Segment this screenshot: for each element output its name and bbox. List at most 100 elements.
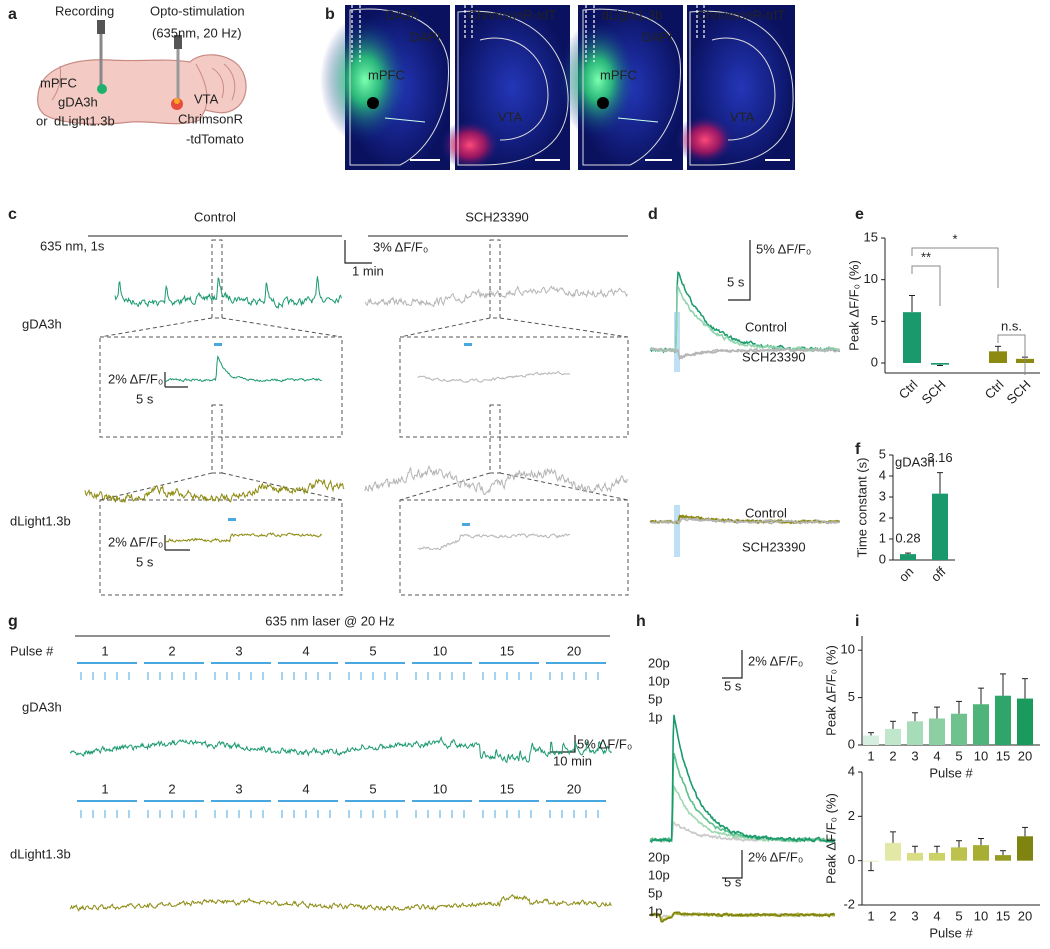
panel-label: i	[855, 613, 859, 630]
trace	[649, 517, 840, 525]
label: gDA3h	[58, 94, 98, 109]
label: 2	[168, 781, 175, 796]
y-tick-label: 2	[848, 808, 855, 823]
panel-label: f	[855, 441, 861, 458]
x-tick-label: 3	[911, 748, 918, 763]
label: 1p	[648, 709, 662, 724]
label: 20p	[648, 849, 670, 864]
label: SCH23390	[742, 539, 806, 554]
traces	[69, 271, 841, 923]
bar	[1017, 836, 1033, 861]
significance-bracket	[911, 265, 941, 306]
trace	[364, 465, 628, 495]
bar	[951, 847, 967, 861]
panel-label: g	[8, 613, 18, 630]
label: 10	[433, 781, 447, 796]
trace	[649, 284, 840, 355]
x-tick-label: 1	[867, 908, 874, 923]
label: 10 min	[553, 753, 592, 768]
y-tick-label: 0	[848, 736, 855, 751]
label: mPFC	[368, 67, 405, 82]
label: 5 s	[136, 391, 154, 406]
chart-title: gDA3h	[895, 454, 935, 469]
x-tick-label: 2	[889, 748, 896, 763]
bar	[951, 713, 967, 745]
y-tick-label: -2	[843, 896, 855, 911]
label: 10p	[648, 867, 670, 882]
bar	[863, 860, 879, 862]
y-axis-label: Peak ΔF/F₀ (%)	[823, 645, 838, 736]
label: ChrimsonR	[178, 111, 243, 126]
trace	[84, 478, 345, 503]
label: 5p	[648, 885, 662, 900]
trace	[164, 355, 322, 383]
label: VTA	[194, 91, 219, 106]
histology-images	[320, 5, 795, 170]
x-tick-label: 5	[955, 908, 962, 923]
y-tick-label: 2	[879, 509, 886, 524]
trace	[114, 276, 342, 310]
label: 635 nm laser @ 20 Hz	[265, 613, 395, 628]
label: or	[36, 113, 48, 128]
x-tick-label: 2	[889, 908, 896, 923]
label: Opto-stimulation	[150, 3, 245, 18]
bar	[885, 842, 901, 861]
label: dLight1.3b	[10, 846, 71, 861]
bar	[931, 363, 949, 365]
x-axis-label: Pulse #	[929, 765, 973, 780]
x-tick-label: SCH	[919, 377, 949, 407]
zoom-boxes	[99, 239, 629, 596]
panel-label: d	[648, 206, 658, 223]
x-tick-label: 3	[911, 908, 918, 923]
x-tick-label: off	[928, 564, 949, 585]
label: gDA3h	[22, 699, 62, 714]
label: 5 s	[136, 554, 154, 569]
panel-label: b	[325, 6, 335, 23]
label: 2% ΔF/F₀	[108, 534, 163, 549]
label: 1p	[648, 903, 662, 918]
label: 1	[101, 781, 108, 796]
trace	[650, 752, 836, 843]
trace	[417, 371, 571, 383]
y-tick-label: 0	[848, 852, 855, 867]
x-tick-label: Ctrl	[982, 377, 1007, 402]
label: 15	[500, 781, 514, 796]
label: Pulse #	[10, 643, 54, 658]
panel-label: c	[8, 206, 17, 223]
annotation: n.s.	[1001, 318, 1022, 333]
label: dLight1.3b	[602, 7, 663, 22]
label: 20p	[648, 655, 670, 670]
label: 5	[369, 643, 376, 658]
trace	[649, 714, 836, 844]
label: dLight1.3b	[54, 113, 115, 128]
bar	[995, 855, 1011, 861]
label: DAPI	[642, 29, 672, 44]
label: mPFC	[40, 75, 77, 90]
y-tick-label: 5	[848, 689, 855, 704]
bar	[995, 695, 1011, 745]
significance-bracket	[997, 334, 1026, 375]
y-tick-label: 0	[871, 354, 878, 369]
trace	[364, 285, 628, 307]
label: ChrimsonR-tdT	[697, 7, 785, 22]
trace	[164, 532, 323, 543]
label: 15	[500, 643, 514, 658]
trace	[69, 894, 612, 912]
x-tick-label: 4	[933, 908, 940, 923]
label: DA3h	[386, 7, 419, 22]
bar	[973, 845, 989, 861]
y-tick-label: 3	[879, 488, 886, 503]
bar	[929, 718, 945, 745]
y-tick-label: 5	[871, 313, 878, 328]
bar	[885, 728, 901, 745]
bar	[900, 554, 916, 560]
trace	[649, 911, 836, 923]
label: 5p	[648, 691, 662, 706]
label: SCH23390	[742, 349, 806, 364]
label: DAPI	[410, 29, 440, 44]
brain-schematic	[37, 20, 247, 125]
significance-bracket	[911, 247, 999, 288]
x-tick-label: 20	[1018, 748, 1032, 763]
trace	[69, 735, 612, 764]
label: Control	[745, 319, 787, 334]
